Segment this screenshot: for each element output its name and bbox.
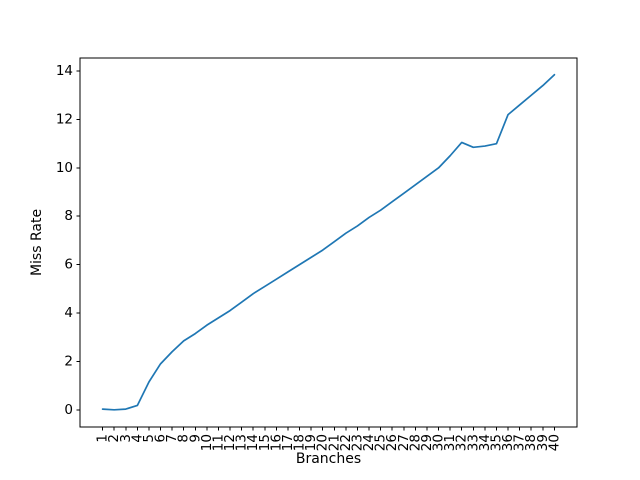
x-tick-label: 17 — [280, 434, 296, 451]
x-tick-label: 20 — [315, 434, 331, 451]
x-tick-label: 19 — [303, 434, 319, 451]
x-tick-label: 4 — [129, 434, 145, 443]
x-tick-label: 40 — [546, 434, 562, 451]
x-tick-label: 30 — [431, 434, 447, 451]
x-tick-label: 2 — [106, 434, 122, 443]
x-axis-label: Branches — [296, 451, 361, 467]
x-tick-label: 7 — [164, 434, 180, 443]
x-tick-label: 34 — [477, 434, 493, 451]
x-tick-label: 27 — [396, 434, 412, 451]
x-tick-label: 29 — [419, 434, 435, 451]
x-tick-label: 37 — [512, 434, 528, 451]
x-tick-label: 9 — [187, 434, 203, 443]
x-tick-label: 6 — [153, 434, 169, 443]
x-tick-label: 23 — [349, 434, 365, 451]
y-tick-label: 2 — [64, 353, 73, 369]
y-tick-label: 4 — [64, 305, 73, 321]
x-tick-label: 16 — [268, 434, 284, 451]
x-tick-label: 15 — [257, 434, 273, 451]
x-tick-label: 28 — [407, 434, 423, 451]
y-tick-label: 14 — [56, 63, 73, 79]
x-tick-label: 26 — [384, 434, 400, 451]
axes-spines — [79, 57, 578, 428]
x-tick-label: 33 — [465, 434, 481, 451]
x-tick-label: 35 — [488, 434, 504, 451]
y-tick-label: 10 — [56, 160, 73, 176]
x-tick-label: 11 — [210, 434, 226, 451]
x-tick-label: 12 — [222, 434, 238, 451]
y-axis-label: Miss Rate — [29, 209, 45, 276]
x-tick-label: 31 — [442, 434, 458, 451]
x-tick-label: 25 — [373, 434, 389, 451]
y-tick-label: 0 — [64, 402, 73, 418]
x-tick-label: 18 — [292, 434, 308, 451]
x-tick-label: 32 — [454, 434, 470, 451]
x-tick-label: 21 — [326, 434, 342, 451]
y-tick-label: 12 — [56, 111, 73, 127]
x-tick-label: 38 — [523, 434, 539, 451]
data-line-miss-rate — [101, 73, 556, 411]
y-tick-label: 8 — [64, 208, 73, 224]
x-tick-label: 13 — [234, 434, 250, 451]
x-tick-label: 3 — [118, 434, 134, 443]
x-tick-label: 24 — [361, 434, 377, 451]
x-tick-label: 1 — [95, 434, 111, 443]
x-tick-label: 22 — [338, 434, 354, 451]
x-tick-label: 36 — [500, 434, 516, 451]
x-tick-label: 39 — [535, 434, 551, 451]
x-tick-label: 8 — [176, 434, 192, 443]
x-tick-label: 14 — [245, 434, 261, 451]
x-tick-label: 5 — [141, 434, 157, 443]
y-tick-label: 6 — [64, 257, 73, 273]
x-tick-label: 10 — [199, 434, 215, 451]
